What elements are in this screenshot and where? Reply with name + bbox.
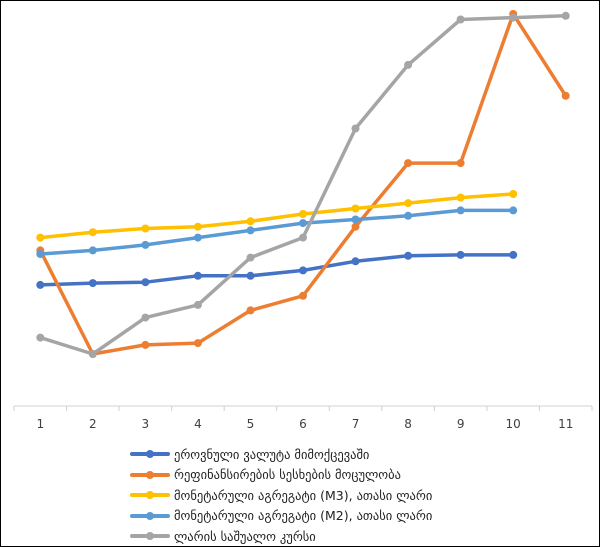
legend-item: მონეტარული აგრეგატი (M2), ათასი ლარი (130, 506, 590, 527)
data-point-series-3 (404, 199, 413, 208)
x-tick-label: 5 (247, 417, 255, 431)
x-tick-label: 11 (558, 417, 573, 431)
series-lines (38, 12, 568, 356)
data-point-series-5 (561, 11, 570, 20)
legend-item: ლარის საშუალო კურსი (130, 526, 590, 547)
series-line-3 (38, 192, 515, 240)
data-point-series-4 (351, 215, 360, 224)
x-tick-label: 2 (89, 417, 97, 431)
data-point-series-4 (299, 219, 307, 228)
data-point-series-3 (141, 224, 150, 233)
data-point-series-1 (193, 271, 202, 280)
series-line-4 (38, 208, 515, 256)
data-point-series-2 (456, 159, 465, 168)
legend-swatch-marker (146, 532, 154, 541)
legend: ეროვნული ვალუტა მიმოქცევაში რეფინანსირები… (130, 444, 590, 547)
data-point-series-5 (351, 124, 360, 133)
x-tick-label: 3 (142, 417, 150, 431)
data-point-series-1 (456, 250, 465, 259)
data-point-series-5 (246, 253, 255, 262)
data-point-series-1 (509, 250, 518, 259)
legend-swatch-marker (146, 470, 154, 479)
data-point-series-1 (351, 257, 360, 266)
data-point-series-3 (36, 233, 45, 242)
data-point-series-3 (456, 193, 465, 202)
data-point-series-4 (141, 240, 150, 249)
x-tick-label: 8 (404, 417, 412, 431)
data-point-series-3 (246, 217, 255, 226)
x-tick-label: 4 (194, 417, 202, 431)
legend-label: რეფინანსირების სესხების მოცულობა (174, 467, 401, 483)
data-point-series-2 (561, 91, 570, 100)
legend-swatch-marker (146, 491, 154, 500)
data-point-series-3 (193, 222, 202, 231)
data-point-series-3 (88, 228, 97, 237)
x-tick-label: 7 (352, 417, 360, 431)
data-point-series-4 (246, 226, 255, 235)
data-point-series-4 (88, 246, 97, 255)
data-point-series-2 (351, 222, 360, 231)
data-point-series-5 (299, 233, 307, 242)
legend-label: მონეტარული აგრეგატი (M2), ათასი ლარი (174, 508, 433, 524)
legend-swatch (130, 448, 170, 460)
x-axis-ticks (13, 406, 593, 411)
legend-label: მონეტარული აგრეგატი (M3), ათასი ლარი (174, 487, 433, 503)
data-point-series-5 (141, 313, 150, 322)
data-point-series-3 (299, 210, 307, 218)
legend-label: ეროვნული ვალუტა მიმოქცევაში (174, 446, 370, 462)
legend-swatch (130, 489, 170, 501)
x-axis-labels: 1 2 3 4 5 6 7 8 9 10 11 (36, 417, 573, 431)
data-point-series-2 (299, 291, 307, 300)
x-tick-label: 10 (506, 417, 521, 431)
data-point-series-2 (193, 339, 202, 348)
data-point-series-1 (141, 278, 150, 287)
data-point-series-3 (509, 190, 518, 198)
x-tick-label: 1 (36, 417, 44, 431)
legend-swatch (130, 469, 170, 481)
data-point-series-4 (456, 206, 465, 215)
data-point-series-1 (299, 266, 307, 275)
data-point-series-1 (404, 251, 413, 260)
data-point-series-1 (88, 279, 97, 288)
legend-item: მონეტარული აგრეგატი (M3), ათასი ლარი (130, 485, 590, 506)
data-point-series-5 (36, 333, 45, 342)
data-point-series-5 (456, 15, 465, 24)
series-line-5 (38, 14, 568, 356)
x-tick-label: 9 (457, 417, 465, 431)
data-point-series-4 (193, 233, 202, 242)
legend-swatch-marker (146, 511, 154, 520)
series-line-2 (38, 12, 568, 356)
data-point-series-2 (404, 159, 413, 168)
data-point-series-4 (509, 206, 518, 215)
data-point-series-5 (88, 350, 97, 358)
series-line-1 (38, 253, 515, 287)
data-point-series-4 (36, 250, 45, 258)
data-point-series-5 (193, 300, 202, 309)
data-point-series-5 (404, 60, 413, 69)
data-point-series-4 (404, 211, 413, 220)
legend-item: რეფინანსირების სესხების მოცულობა (130, 465, 590, 486)
legend-swatch (130, 530, 170, 542)
data-point-series-1 (36, 280, 45, 289)
data-point-series-3 (351, 204, 360, 213)
data-point-series-5 (509, 13, 518, 22)
series-points (36, 10, 570, 358)
data-point-series-2 (141, 340, 150, 349)
legend-item: ეროვნული ვალუტა მიმოქცევაში (130, 444, 590, 465)
legend-label: ლარის საშუალო კურსი (174, 528, 316, 544)
data-point-series-1 (246, 271, 255, 280)
legend-swatch (130, 510, 170, 522)
x-tick-label: 6 (299, 417, 307, 431)
data-point-series-2 (246, 306, 255, 315)
legend-swatch-marker (146, 450, 154, 459)
